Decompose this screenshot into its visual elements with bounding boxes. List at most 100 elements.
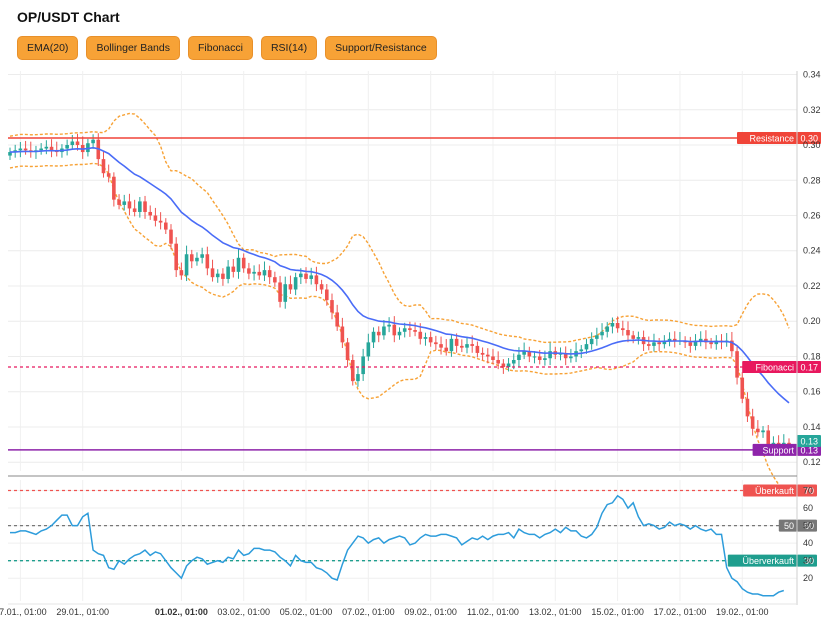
candle: [54, 141, 59, 157]
candle: [324, 284, 329, 306]
candle: [210, 259, 215, 282]
price-tick-label: 0.34: [803, 70, 821, 80]
candles: [8, 133, 791, 454]
svg-text:50: 50: [804, 521, 814, 531]
candle: [382, 319, 386, 340]
date-tick-label: 15.02., 01:00: [591, 607, 644, 617]
candle: [252, 265, 256, 281]
candle: [117, 194, 121, 210]
candle: [621, 320, 625, 336]
svg-text:Überverkauft: Überverkauft: [742, 556, 794, 566]
candle: [366, 333, 371, 361]
candle: [460, 339, 464, 353]
candle: [376, 326, 381, 343]
candle: [18, 142, 23, 158]
candle: [532, 351, 537, 364]
date-tick-label: 29.01., 01:00: [56, 607, 109, 617]
svg-text:Resistance: Resistance: [749, 133, 794, 143]
svg-text:Fibonacci: Fibonacci: [755, 363, 794, 373]
candle: [262, 261, 267, 282]
bollinger-bands: [9, 112, 790, 493]
price-tick-label: 0.32: [803, 105, 821, 115]
candle: [626, 321, 630, 343]
candle: [335, 304, 339, 331]
candle: [247, 262, 251, 280]
candle: [667, 332, 672, 347]
date-tick-label: 17.02., 01:00: [654, 607, 707, 617]
candle: [106, 164, 111, 183]
price-tick-label: 0.22: [803, 281, 821, 291]
candle: [548, 342, 552, 366]
rsi-tick-label: 40: [803, 538, 813, 548]
candle: [205, 246, 210, 276]
candle: [195, 252, 199, 266]
candle: [657, 337, 661, 351]
candle: [356, 367, 360, 387]
bollinger-lower-band: [9, 162, 790, 493]
candle: [496, 351, 500, 370]
candle: [501, 359, 506, 374]
candle: [589, 332, 594, 350]
candle: [231, 259, 236, 278]
rsi-tick-label: 70: [803, 486, 813, 496]
candle: [745, 392, 750, 423]
candle: [350, 354, 355, 386]
candle: [756, 420, 760, 437]
candle: [371, 327, 376, 349]
candle: [646, 336, 651, 351]
rsi-level-label: 50: [778, 519, 797, 532]
svg-text:Support: Support: [762, 445, 794, 455]
svg-text:Überkauft: Überkauft: [755, 486, 795, 496]
svg-text:0.13: 0.13: [800, 437, 818, 447]
candle: [491, 348, 495, 365]
candle: [319, 279, 324, 294]
candle: [39, 143, 43, 155]
date-tick-label: 11.02., 01:00: [467, 607, 519, 617]
candle: [132, 199, 137, 217]
candle: [221, 268, 225, 286]
svg-text:0.13: 0.13: [800, 445, 818, 455]
candle: [615, 316, 620, 333]
candle: [698, 331, 703, 347]
candle: [595, 327, 599, 346]
svg-text:0.17: 0.17: [800, 363, 818, 373]
rsi-tick-label: 30: [803, 556, 813, 566]
candle: [226, 260, 230, 284]
rsi-tick-label: 60: [803, 503, 813, 513]
candle: [563, 346, 568, 366]
rsi-level-value-tag: 50: [797, 519, 817, 532]
rsi-tick-label: 50: [803, 521, 813, 531]
rsi-button[interactable]: RSI(14): [260, 36, 318, 60]
candle: [434, 335, 438, 350]
candle: [724, 333, 729, 347]
candle: [236, 249, 241, 279]
date-tick-label: 01.02., 01:00: [155, 607, 208, 617]
candle: [631, 330, 635, 344]
date-tick-label: 19.02., 01:00: [716, 607, 769, 617]
ema-button[interactable]: EMA(20): [17, 36, 79, 60]
fibonacci-button[interactable]: Fibonacci: [187, 36, 253, 60]
candle: [215, 269, 220, 283]
fibonacci-label: Fibonacci: [742, 361, 797, 374]
price-tick-label: 0.24: [803, 246, 821, 256]
svg-text:50: 50: [784, 521, 794, 531]
rsi-level-value-tag: 70: [797, 484, 817, 497]
candle: [387, 317, 391, 333]
candle: [283, 276, 288, 309]
resistance-label: Resistance: [737, 131, 797, 144]
candle: [28, 141, 33, 158]
candle: [672, 331, 677, 348]
candle: [127, 193, 132, 216]
bollinger-bands-button[interactable]: Bollinger Bands: [86, 36, 180, 60]
support-resistance-button[interactable]: Support/Resistance: [325, 36, 437, 60]
candle: [750, 408, 755, 436]
price-tick-label: 0.12: [803, 457, 821, 467]
candle: [288, 275, 293, 294]
support-label: Support: [752, 443, 797, 456]
price-tick-label: 0.16: [803, 387, 821, 397]
candle: [730, 331, 734, 357]
date-tick-label: 09.02., 01:00: [404, 607, 457, 617]
rsi-level-label: Überkauft: [743, 484, 797, 497]
candle: [309, 267, 314, 285]
